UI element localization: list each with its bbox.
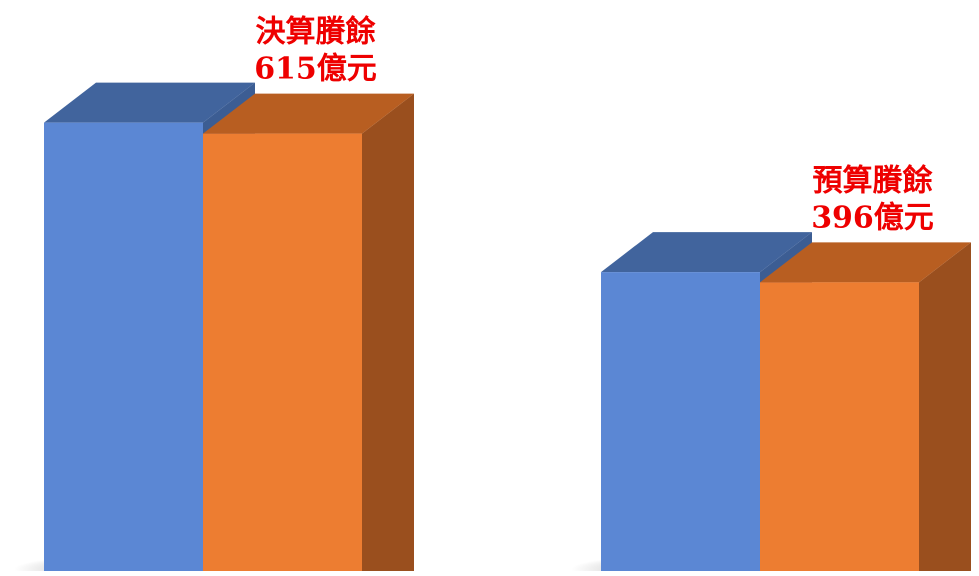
bar-group0-series1: [203, 93, 414, 571]
bar-top-face: [760, 242, 971, 283]
bar-top-face: [203, 93, 414, 134]
group-0-label-line2: 615億元: [254, 52, 377, 87]
bar-front-face: [760, 282, 919, 571]
group-1-label-line1: 預算賸餘: [813, 163, 934, 198]
group-1-label-line2: 396億元: [811, 200, 934, 235]
bar-group1-series1: [760, 242, 971, 572]
bar-front-face: [203, 133, 362, 571]
group-0-label-line1: 決算賸餘: [256, 15, 377, 50]
bar-side-face: [919, 242, 971, 572]
bar-front-face: [44, 122, 203, 571]
bar-top-face: [601, 232, 812, 273]
bar-top-face: [44, 82, 255, 123]
bar-front-face: [601, 272, 760, 571]
bar-side-face: [362, 93, 414, 571]
